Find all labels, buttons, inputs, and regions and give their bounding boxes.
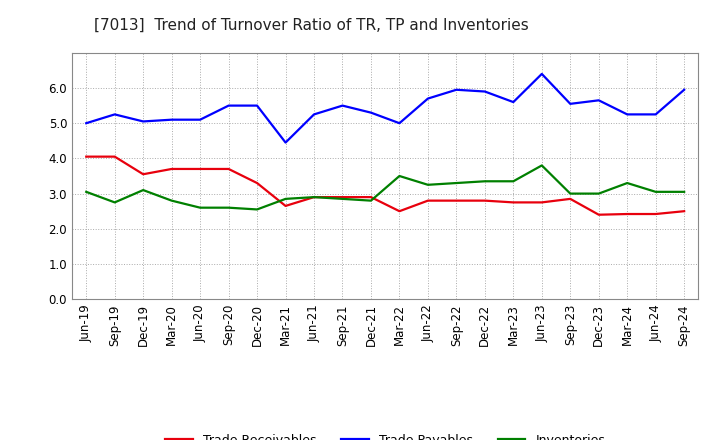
Trade Payables	[110, 112, 119, 117]
Trade Receivables	[423, 198, 432, 203]
Inventories	[225, 205, 233, 210]
Inventories	[139, 187, 148, 193]
Text: [7013]  Trend of Turnover Ratio of TR, TP and Inventories: [7013] Trend of Turnover Ratio of TR, TP…	[94, 18, 528, 33]
Trade Payables	[623, 112, 631, 117]
Trade Payables	[423, 96, 432, 101]
Line: Trade Payables: Trade Payables	[86, 74, 684, 143]
Inventories	[595, 191, 603, 196]
Trade Payables	[452, 87, 461, 92]
Trade Receivables	[310, 194, 318, 200]
Trade Payables	[196, 117, 204, 122]
Inventories	[338, 196, 347, 202]
Trade Payables	[282, 140, 290, 145]
Trade Payables	[225, 103, 233, 108]
Trade Payables	[253, 103, 261, 108]
Trade Payables	[537, 71, 546, 77]
Trade Receivables	[452, 198, 461, 203]
Trade Payables	[139, 119, 148, 124]
Trade Receivables	[282, 203, 290, 209]
Inventories	[537, 163, 546, 168]
Trade Receivables	[509, 200, 518, 205]
Legend: Trade Receivables, Trade Payables, Inventories: Trade Receivables, Trade Payables, Inven…	[166, 433, 605, 440]
Trade Receivables	[366, 194, 375, 200]
Inventories	[423, 182, 432, 187]
Trade Receivables	[595, 212, 603, 217]
Inventories	[395, 173, 404, 179]
Inventories	[652, 189, 660, 194]
Trade Receivables	[253, 180, 261, 186]
Inventories	[452, 180, 461, 186]
Inventories	[82, 189, 91, 194]
Trade Receivables	[680, 209, 688, 214]
Trade Receivables	[167, 166, 176, 172]
Trade Payables	[310, 112, 318, 117]
Inventories	[366, 198, 375, 203]
Trade Payables	[82, 121, 91, 126]
Trade Payables	[395, 121, 404, 126]
Trade Receivables	[225, 166, 233, 172]
Inventories	[509, 179, 518, 184]
Trade Payables	[652, 112, 660, 117]
Trade Receivables	[537, 200, 546, 205]
Trade Receivables	[338, 194, 347, 200]
Inventories	[480, 179, 489, 184]
Trade Receivables	[623, 211, 631, 216]
Inventories	[623, 180, 631, 186]
Trade Payables	[338, 103, 347, 108]
Trade Payables	[595, 98, 603, 103]
Inventories	[282, 196, 290, 202]
Inventories	[167, 198, 176, 203]
Trade Receivables	[139, 172, 148, 177]
Inventories	[253, 207, 261, 212]
Trade Receivables	[110, 154, 119, 159]
Trade Payables	[366, 110, 375, 115]
Inventories	[566, 191, 575, 196]
Trade Payables	[566, 101, 575, 106]
Trade Payables	[509, 99, 518, 105]
Trade Receivables	[82, 154, 91, 159]
Trade Payables	[480, 89, 489, 94]
Line: Trade Receivables: Trade Receivables	[86, 157, 684, 215]
Inventories	[196, 205, 204, 210]
Inventories	[680, 189, 688, 194]
Trade Receivables	[566, 196, 575, 202]
Trade Receivables	[480, 198, 489, 203]
Trade Receivables	[652, 211, 660, 216]
Inventories	[310, 194, 318, 200]
Inventories	[110, 200, 119, 205]
Trade Receivables	[196, 166, 204, 172]
Trade Payables	[167, 117, 176, 122]
Trade Receivables	[395, 209, 404, 214]
Line: Inventories: Inventories	[86, 165, 684, 209]
Trade Payables	[680, 87, 688, 92]
